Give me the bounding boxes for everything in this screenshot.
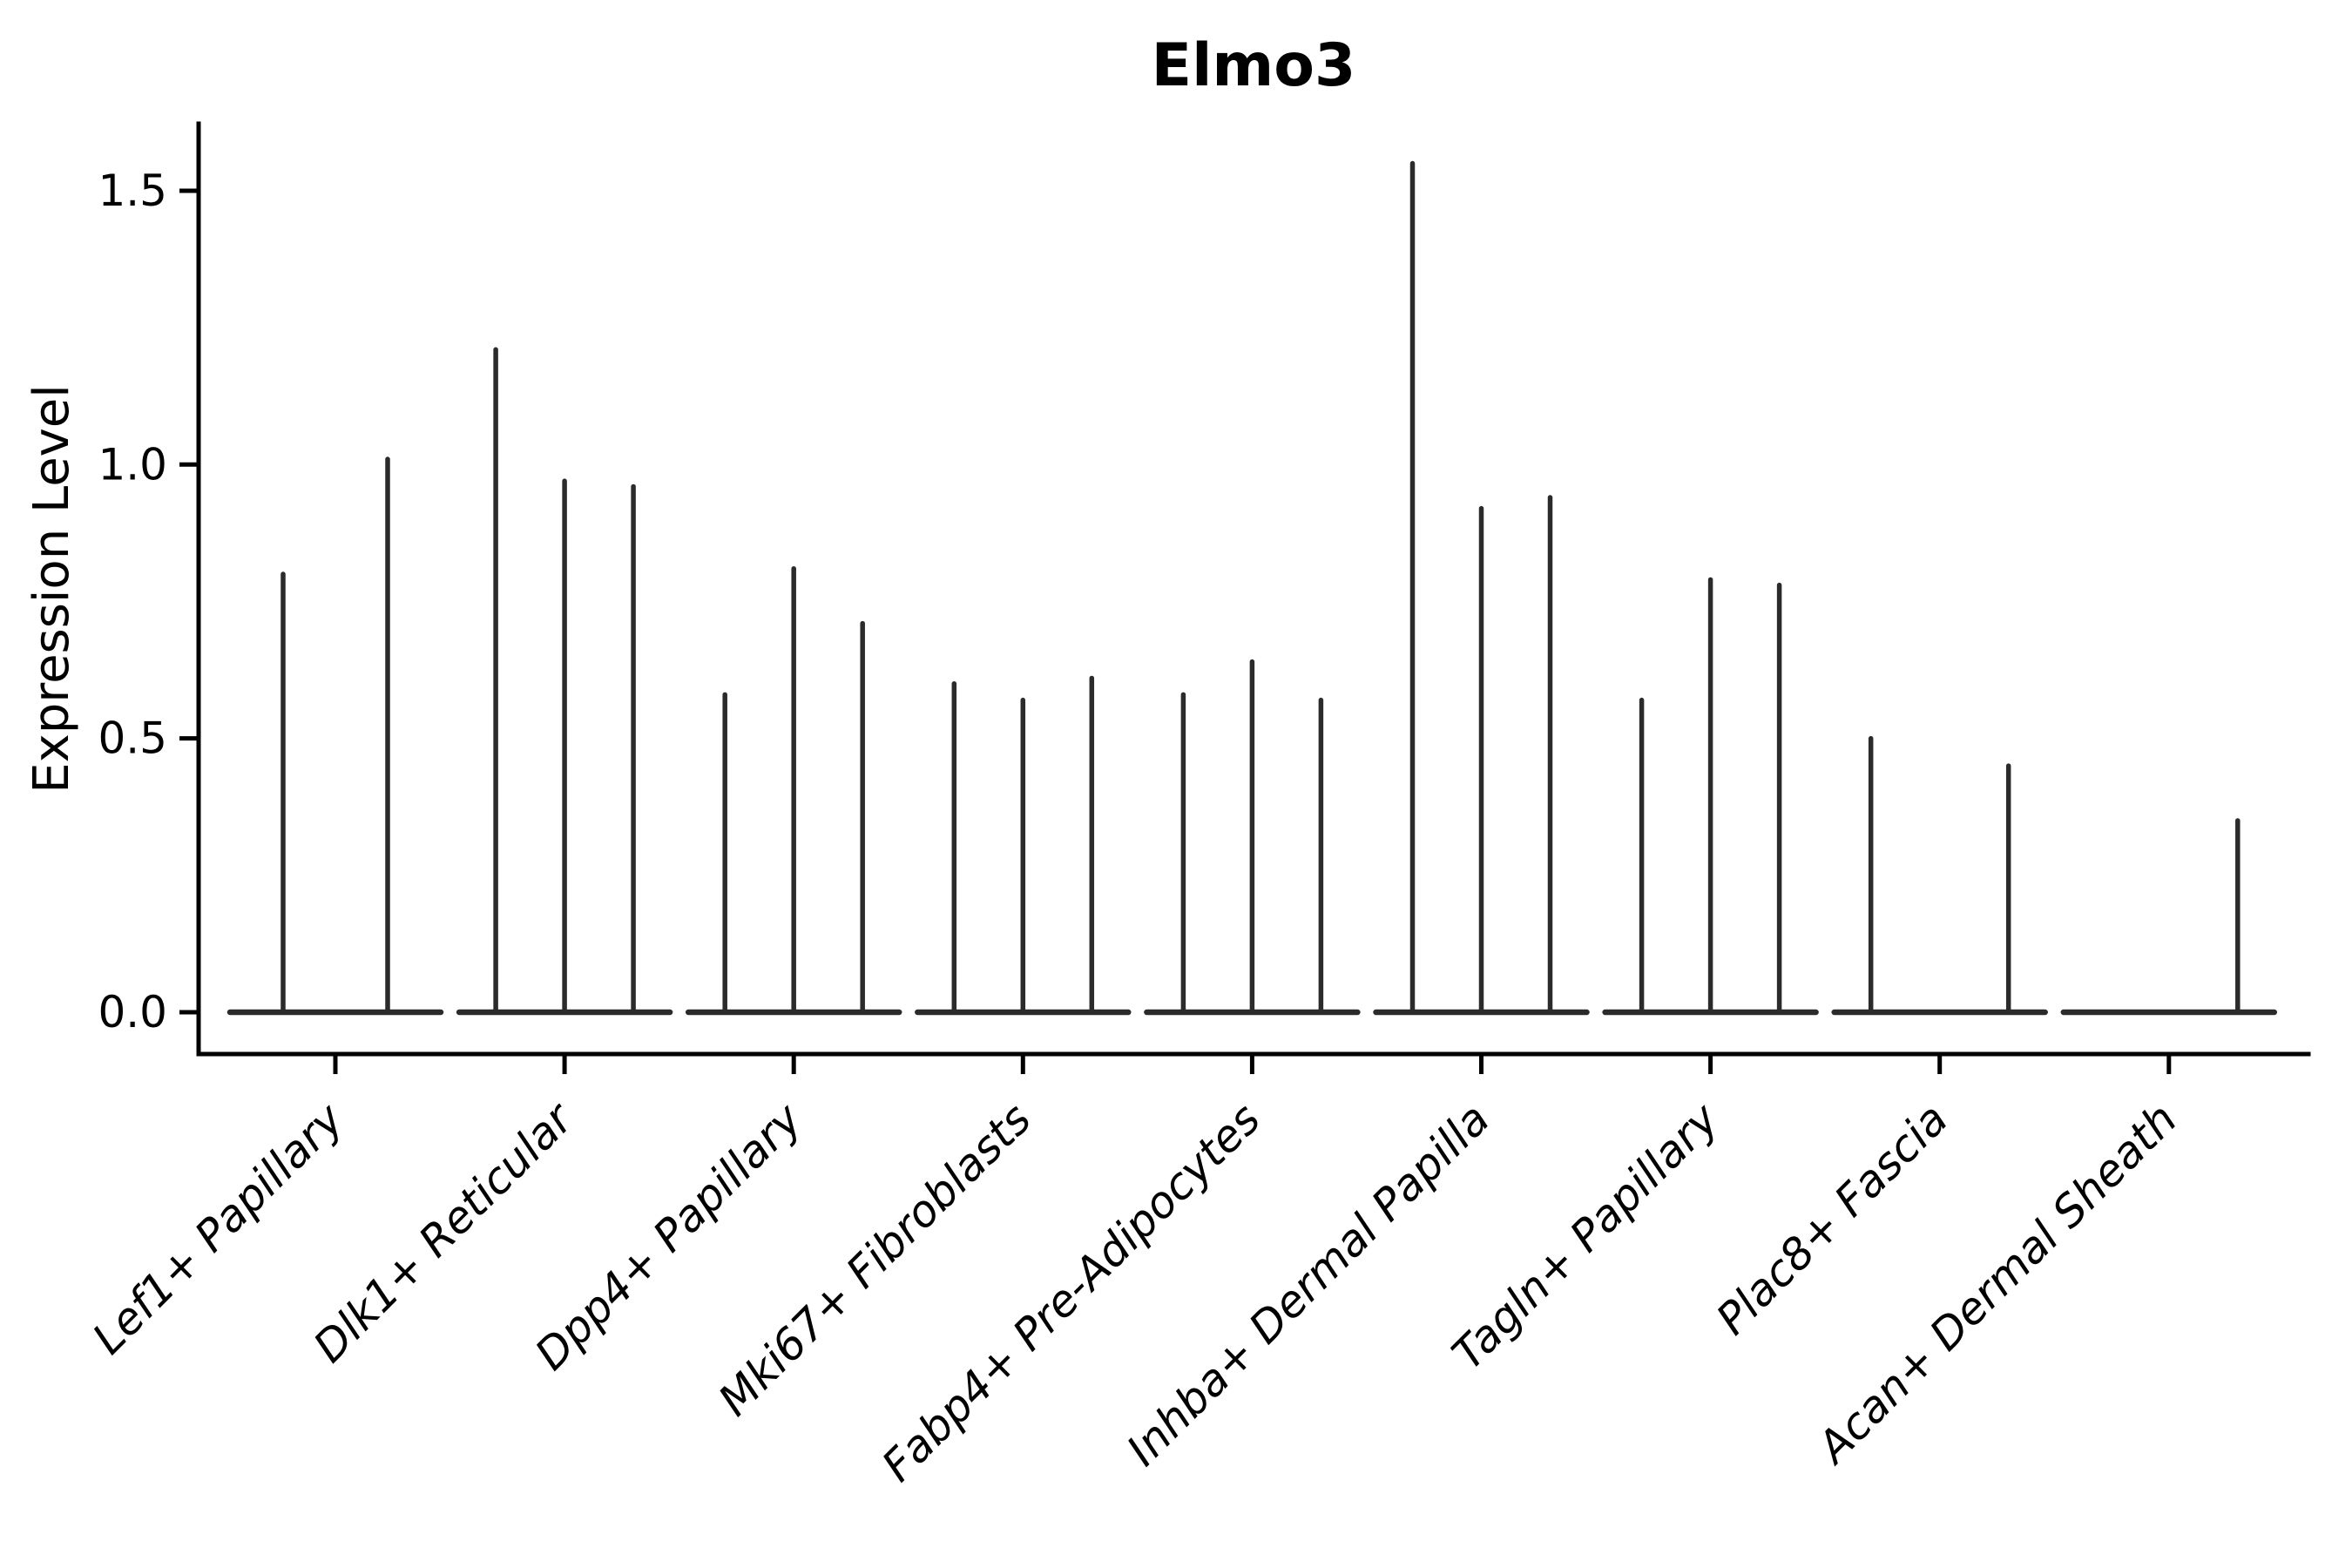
x-category-label: Plac8+ Fascia <box>1707 1093 1957 1344</box>
x-category-label: Acan+ Dermal Sheath <box>1806 1093 2186 1474</box>
violin-category-group <box>1602 577 1819 1016</box>
violins-group <box>226 160 2278 1016</box>
y-tick-label: 0.0 <box>98 987 167 1037</box>
chart-title: Elmo3 <box>1152 31 1356 100</box>
x-category-label: Fabp4+ Pre-Adipocytes <box>872 1093 1270 1491</box>
violin-category-group <box>685 566 902 1016</box>
violin-category-group <box>1373 160 1590 1016</box>
x-category-label: Inhba+ Dermal Papilla <box>1118 1093 1499 1475</box>
y-tick-label: 1.0 <box>98 439 167 490</box>
violin-category-group <box>2060 818 2278 1016</box>
y-tick-label: 1.5 <box>98 166 167 216</box>
y-tick-group: 0.0 0.5 1.0 1.5 <box>98 166 199 1037</box>
violin-category-group <box>915 675 1132 1016</box>
y-axis-title: Expression Level <box>24 384 80 794</box>
violin-category-group <box>226 456 444 1016</box>
x-category-label: Lef1+ Papillary <box>83 1092 354 1363</box>
violin-category-group <box>456 347 673 1016</box>
y-tick-label: 0.5 <box>98 713 167 764</box>
violin-category-group <box>1144 659 1361 1016</box>
violin-category-group <box>1831 735 2048 1016</box>
